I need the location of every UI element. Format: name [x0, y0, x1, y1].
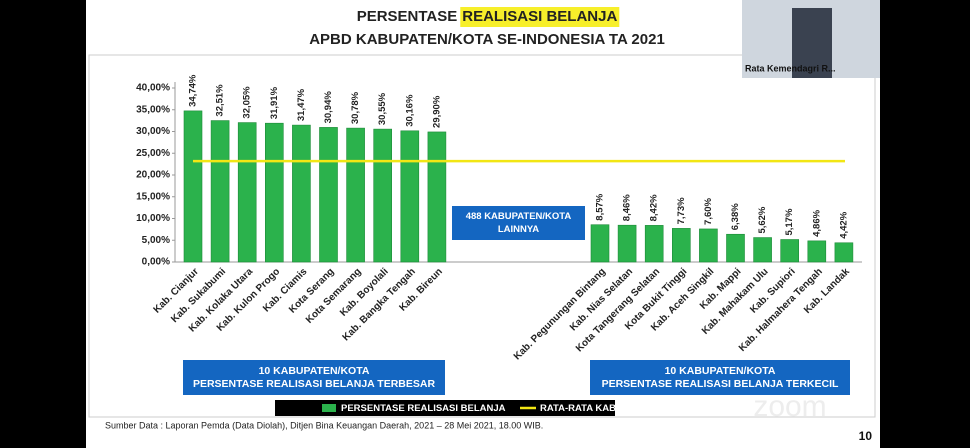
value-label: 32,05% — [242, 86, 253, 119]
bar — [644, 225, 664, 263]
value-label: 31,47% — [296, 88, 307, 121]
value-label: 30,55% — [377, 92, 388, 125]
annotation-text: PERSENTASE REALISASI BELANJA TERBESAR — [193, 378, 436, 390]
chart-title-highlight: REALISASI BELANJA — [462, 8, 617, 25]
bar — [699, 228, 718, 263]
y-tick-label: 35,00% — [136, 104, 170, 115]
value-label: 30,78% — [350, 91, 361, 124]
bar — [590, 224, 610, 263]
source-note: Sumber Data : Laporan Pemda (Data Diolah… — [105, 420, 543, 430]
bar — [292, 124, 311, 263]
value-label: 7,73% — [676, 197, 687, 224]
bar — [264, 122, 284, 263]
annotation-text: 488 KABUPATEN/KOTA — [466, 211, 572, 222]
value-label: 8,57% — [595, 193, 606, 220]
bar — [237, 122, 257, 263]
y-tick-label: 25,00% — [136, 148, 170, 159]
value-label: 31,91% — [269, 86, 280, 119]
title-highlight — [460, 7, 620, 27]
bar — [617, 224, 637, 263]
annotation-text: LAINNYA — [498, 224, 539, 235]
annotation-text: 10 KABUPATEN/KOTA — [259, 365, 370, 377]
bar — [400, 130, 420, 263]
value-label: 8,42% — [649, 194, 660, 221]
y-tick-label: 40,00% — [136, 83, 170, 94]
legend-label: PERSENTASE REALISASI BELANJA — [341, 403, 506, 414]
y-tick-label: 30,00% — [136, 126, 170, 137]
annotation-box — [183, 360, 445, 395]
y-tick-label: 10,00% — [136, 213, 170, 224]
legend-label: RATA-RATA KAB/KOTA — [540, 403, 645, 414]
participant-name: Rata Kemendagri R... — [745, 63, 836, 73]
value-label: 30,94% — [323, 91, 334, 124]
bar — [807, 240, 827, 263]
annotation-box — [590, 360, 850, 395]
value-label: 30,16% — [404, 94, 415, 127]
annotation-box — [452, 206, 585, 240]
value-label: 5,17% — [784, 208, 795, 235]
bar — [183, 110, 203, 263]
chart-title: PERSENTASE — [357, 8, 458, 25]
value-label: 4,42% — [838, 211, 849, 238]
bar — [780, 239, 800, 263]
y-tick-label: 20,00% — [136, 170, 170, 181]
value-label: 32,51% — [215, 84, 226, 117]
bar — [373, 128, 393, 263]
legend-swatch — [322, 404, 336, 412]
bar — [726, 233, 745, 263]
bar — [834, 242, 854, 263]
y-tick-label: 0,00% — [142, 257, 170, 268]
y-tick-label: 5,00% — [142, 235, 170, 246]
value-label: 6,38% — [730, 203, 741, 230]
y-tick-label: 15,00% — [136, 191, 170, 202]
value-label: 29,90% — [431, 95, 442, 128]
value-label: 34,74% — [188, 74, 199, 107]
participant-figure — [792, 8, 832, 78]
value-label: 8,46% — [622, 194, 633, 221]
bar — [753, 237, 772, 263]
chart-subtitle: APBD KABUPATEN/KOTA SE-INDONESIA TA 2021 — [309, 31, 665, 48]
watermark: zoom — [753, 390, 826, 423]
annotation-text: PERSENTASE REALISASI BELANJA TERKECIL — [602, 378, 839, 390]
annotation-text: 10 KABUPATEN/KOTA — [665, 365, 776, 377]
bar — [319, 127, 338, 263]
page-number: 10 — [859, 429, 873, 443]
legend-box — [275, 400, 615, 416]
value-label: 7,60% — [703, 197, 714, 224]
bar — [427, 131, 447, 263]
bar — [346, 127, 365, 263]
bar — [210, 120, 230, 263]
value-label: 4,86% — [811, 209, 822, 236]
value-label: 5,62% — [757, 206, 768, 233]
bar — [671, 228, 691, 263]
